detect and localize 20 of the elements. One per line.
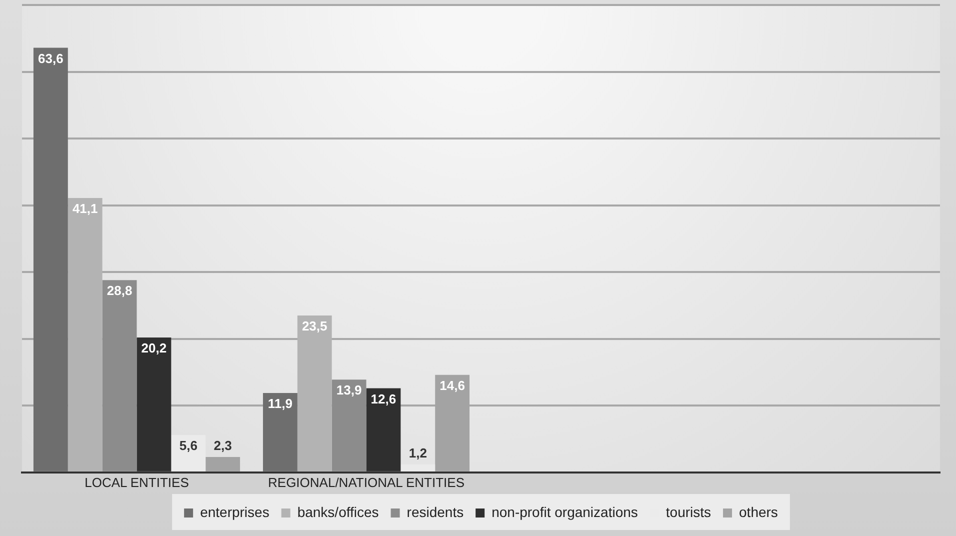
text: tourists [666, 504, 712, 520]
data-label: 13,9 [336, 382, 362, 398]
data-label: 41,1 [72, 201, 98, 216]
legend-label: residents [406, 504, 464, 520]
data-label: 2,3 [214, 438, 232, 454]
data-label: 20,2 [141, 340, 167, 356]
legend-label: others [739, 504, 778, 520]
legend-label: enterprises [200, 504, 270, 520]
data-label: 11,9 [268, 396, 292, 412]
legend-label: non-profit organizations [492, 504, 638, 520]
data-label: 14,6 [440, 378, 465, 393]
data-label: 28,8 [106, 283, 132, 298]
legend-label: banks/offices [297, 504, 379, 520]
x-tick-label: LOCAL ENTITIES [84, 474, 190, 490]
data-label: 1,2 [408, 445, 427, 460]
data-label: 5,6 [179, 438, 198, 454]
x-tick-label: REGIONAL/NATIONAL ENTITIES [268, 474, 465, 490]
data-label: 12,6 [370, 391, 396, 406]
data-label: 63,6 [38, 50, 64, 66]
data-label: 23,5 [302, 318, 328, 334]
